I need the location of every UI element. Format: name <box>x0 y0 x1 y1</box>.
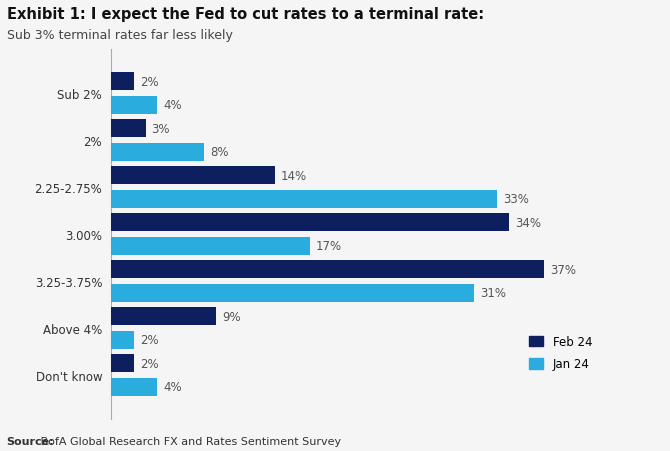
Text: 2%: 2% <box>140 75 159 88</box>
Text: 3%: 3% <box>151 122 170 135</box>
Text: 2%: 2% <box>140 334 159 347</box>
Text: 37%: 37% <box>550 263 576 276</box>
Text: 4%: 4% <box>163 381 182 394</box>
Text: 2%: 2% <box>140 357 159 370</box>
Text: BofA Global Research FX and Rates Sentiment Survey: BofA Global Research FX and Rates Sentim… <box>37 437 341 446</box>
Bar <box>111 378 157 396</box>
Text: 33%: 33% <box>503 193 529 206</box>
Bar <box>111 331 134 349</box>
Bar <box>111 167 275 185</box>
Text: Source:: Source: <box>7 437 54 446</box>
Legend: Feb 24, Jan 24: Feb 24, Jan 24 <box>525 331 597 375</box>
Bar <box>111 73 134 91</box>
Text: 4%: 4% <box>163 99 182 112</box>
Bar <box>111 120 146 138</box>
Text: Exhibit 1: I expect the Fed to cut rates to a terminal rate:: Exhibit 1: I expect the Fed to cut rates… <box>7 7 484 22</box>
Bar <box>111 237 310 255</box>
Bar <box>111 308 216 326</box>
Bar <box>111 261 544 279</box>
Text: 8%: 8% <box>210 146 228 159</box>
Bar <box>111 214 509 232</box>
Bar <box>111 284 474 302</box>
Text: 34%: 34% <box>515 216 541 229</box>
Bar <box>111 354 134 373</box>
Text: Sub 3% terminal rates far less likely: Sub 3% terminal rates far less likely <box>7 29 232 42</box>
Bar <box>111 97 157 115</box>
Text: 31%: 31% <box>480 287 506 299</box>
Text: 14%: 14% <box>281 170 307 182</box>
Bar <box>111 143 204 161</box>
Text: 9%: 9% <box>222 310 241 323</box>
Text: 17%: 17% <box>316 240 342 253</box>
Bar <box>111 190 497 208</box>
